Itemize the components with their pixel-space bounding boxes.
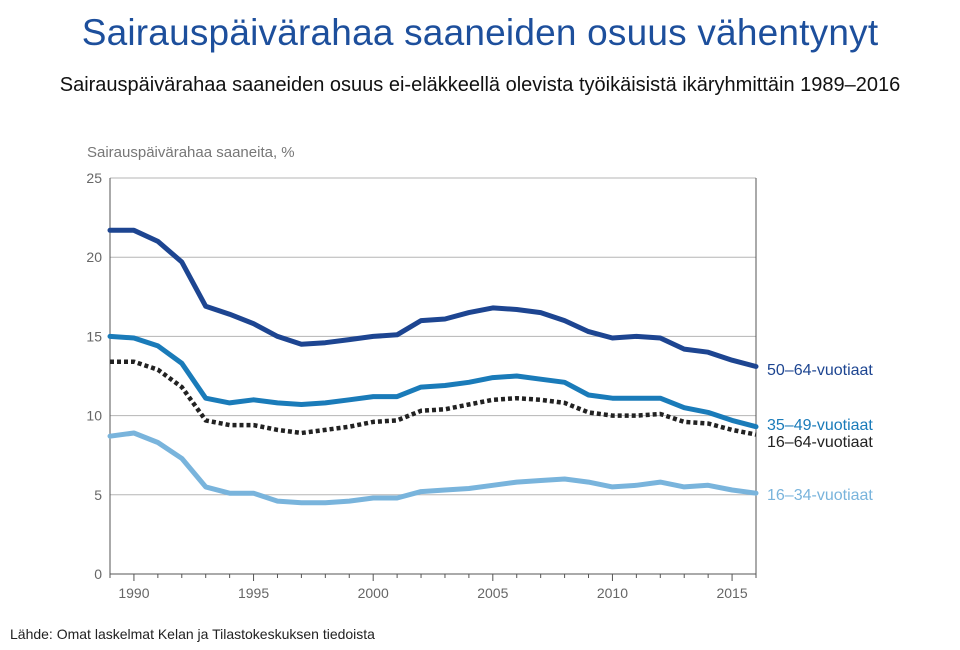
- y-tick-label: 25: [86, 170, 102, 186]
- y-axis-label: Sairauspäivärahaa saaneita, %: [87, 144, 295, 161]
- y-tick-label: 10: [86, 408, 102, 424]
- series-line-1: [107, 227, 759, 369]
- chart-subtitle: Sairauspäivärahaa saaneiden osuus ei-elä…: [59, 74, 901, 96]
- series-labels: 50–64-vuotiaat 35–49-vuotiaat16–64-vuotia…: [767, 362, 873, 504]
- series-line-4: [107, 430, 759, 506]
- x-tick-label: 1990: [118, 585, 149, 601]
- chart-title: Sairauspäivärahaa saaneiden osuus vähent…: [81, 12, 879, 53]
- y-tick-label: 0: [94, 566, 102, 582]
- x-tick-label: 2000: [358, 585, 389, 601]
- y-axis-ticks: 0 5 10 15 20 25: [86, 170, 102, 582]
- x-tick-label: 1995: [238, 585, 269, 601]
- series-line-2: [107, 333, 759, 430]
- y-tick-label: 15: [86, 328, 102, 344]
- series-label-1: 50–64-vuotiaat: [767, 362, 873, 379]
- series-line-3: [110, 359, 757, 437]
- y-tick-label: 20: [86, 249, 102, 265]
- series-label-2: 35–49-vuotiaat: [767, 417, 873, 434]
- series-label-3: 16–64-vuotiaat: [767, 434, 873, 451]
- series-label-4: 16–34-vuotiaat: [767, 487, 873, 504]
- y-tick-label: 5: [94, 487, 102, 503]
- x-tick-label: 2015: [716, 585, 747, 601]
- source-note: Lähde: Omat laskelmat Kelan ja Tilastoke…: [10, 626, 375, 642]
- series-lines: [107, 227, 759, 506]
- x-axis-ticks: 1990 1995 2000 2005 2010 2015: [109, 574, 757, 601]
- grid-lines: [109, 177, 757, 575]
- x-tick-label: 2005: [477, 585, 508, 601]
- x-tick-label: 2010: [597, 585, 628, 601]
